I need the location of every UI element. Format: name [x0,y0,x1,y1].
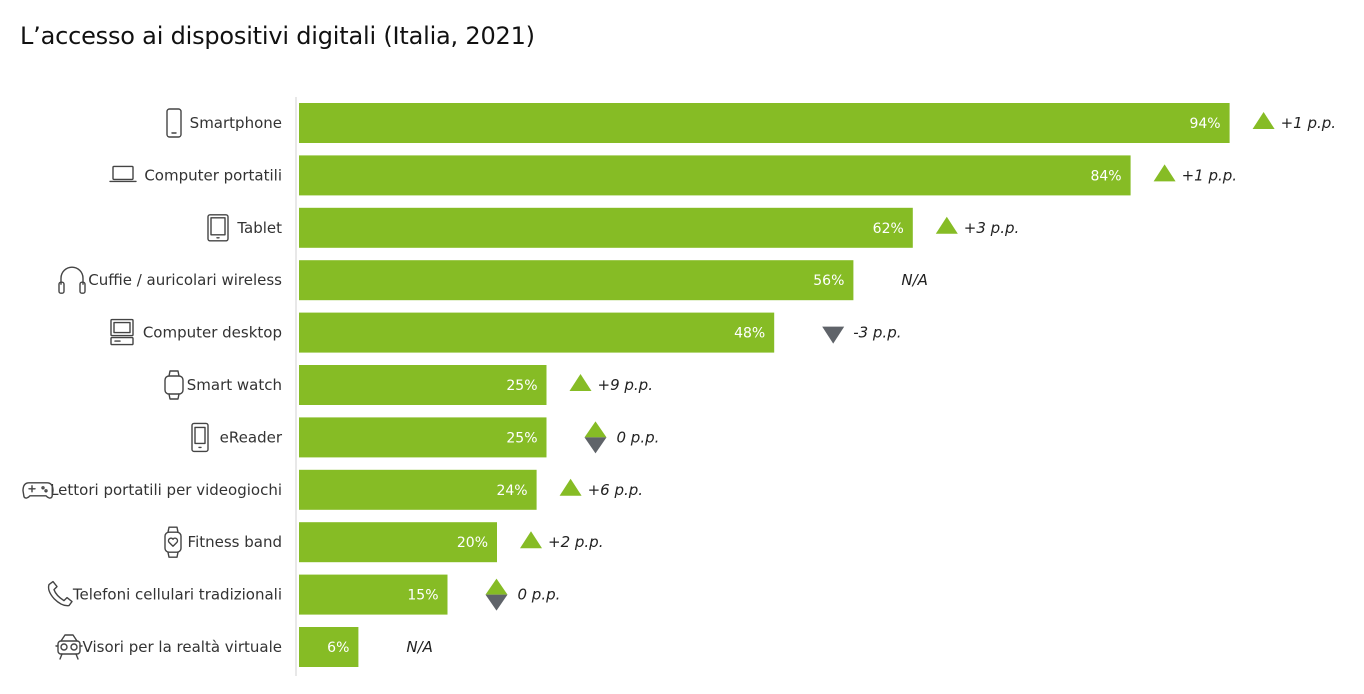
bar-value-label: 15% [407,588,438,604]
trend-flat-icon [584,421,607,454]
bar-value-label: 20% [457,535,488,551]
smartphone-icon [166,108,182,138]
delta-label: -3 p.p. [853,324,901,342]
delta-label: N/A [406,638,433,656]
bar-7 [299,469,537,510]
trend-up-icon [520,531,542,549]
bar-4 [299,312,775,353]
delta-label: N/A [901,271,928,289]
bar-9 [299,574,448,615]
category-label: Computer desktop [143,324,282,342]
category-label: Telefoni cellulari tradizionali [72,586,282,604]
bar-value-label: 62% [873,221,904,237]
category-label: Visori per la realtà virtuale [83,638,282,656]
bar-value-label: 24% [496,483,527,499]
category-label: Smartphone [190,114,282,132]
delta-label: +9 p.p. [598,376,653,394]
bar-1 [299,155,1131,196]
smartwatch-icon [164,370,184,400]
chart-title: L’accesso ai dispositivi digitali (Itali… [20,22,535,50]
category-label: Smart watch [187,376,282,394]
trend-up-icon [559,478,582,496]
category-label: Cuffie / auricolari wireless [88,271,282,289]
delta-label: +6 p.p. [588,481,643,499]
bar-value-label: 56% [813,273,844,289]
delta-label: +1 p.p. [1281,114,1336,132]
bar-value-label: 48% [734,326,765,342]
category-label: Lettori portatili per videogiochi [50,481,282,499]
bar-2 [299,207,913,248]
trend-up-icon [1153,164,1176,182]
delta-label: +1 p.p. [1182,166,1237,184]
headphones-icon [58,266,86,294]
category-label: Tablet [236,219,282,237]
trend-down-icon [822,326,845,344]
bars-layer: 94% Smartphone +1 p.p. 84% Computer portatil… [22,103,1336,667]
bar-6 [299,417,547,458]
bar-value-label: 84% [1090,168,1121,184]
bar-3 [299,260,854,301]
bar-0 [299,103,1230,143]
bar-value-label: 25% [506,378,537,394]
bar-10 [299,627,359,667]
desktop-icon [110,318,134,346]
bar-8 [299,522,497,563]
bar-5 [299,365,547,405]
category-label: Fitness band [188,533,282,551]
category-label: eReader [220,428,283,446]
gamepad-icon [22,482,54,499]
bar-value-label: 6% [327,640,349,656]
delta-label: 0 p.p. [617,428,660,446]
bar-value-label: 94% [1189,116,1220,132]
trend-up-icon [1252,112,1275,129]
trend-up-icon [569,374,592,391]
trend-flat-icon [485,578,508,611]
bar-value-label: 25% [506,430,537,446]
phone-icon [47,580,73,607]
delta-label: +2 p.p. [548,533,603,551]
delta-label: +3 p.p. [964,219,1019,237]
delta-label: 0 p.p. [518,586,561,604]
tablet-icon [207,214,229,242]
laptop-icon [109,165,137,183]
ereader-icon [191,422,209,453]
fitness-band-icon [164,526,182,558]
vr-headset-icon [55,634,83,660]
category-label: Computer portatili [144,166,282,184]
trend-up-icon [935,216,958,234]
